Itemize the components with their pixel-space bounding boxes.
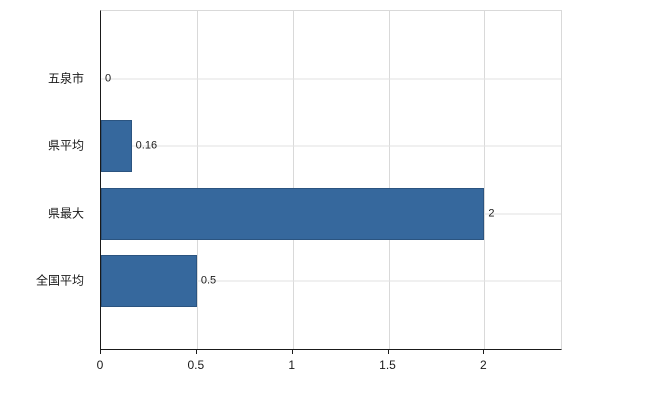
gridline (101, 280, 561, 282)
y-axis-category-labels: 五泉市県平均県最大全国平均 (0, 10, 92, 348)
category-label: 県最大 (47, 206, 84, 221)
value-label: 0.16 (135, 139, 158, 152)
x-axis-tick-label: 0 (96, 358, 104, 372)
x-axis-tick-mark (291, 349, 293, 354)
category-label: 県平均 (47, 138, 84, 153)
category-label: 全国平均 (35, 273, 84, 288)
gridline (101, 145, 561, 147)
gridline (292, 11, 294, 349)
x-axis-tick-label: 1 (288, 358, 295, 372)
x-axis: 0 0.5 1 1.5 2 (96, 349, 560, 389)
x-axis-tick-label: 2 (479, 358, 487, 372)
plot-area: 0 0.16 2 0.5 (100, 10, 562, 350)
value-label: 2 (488, 207, 495, 220)
x-axis-tick-mark (195, 349, 197, 354)
value-label: 0.5 (200, 274, 217, 287)
value-label: 0 (105, 72, 112, 85)
bar (101, 120, 132, 173)
x-axis-tick-label: 0.5 (187, 358, 205, 372)
gridline (101, 78, 561, 80)
bar (101, 255, 197, 308)
gridline (388, 11, 390, 349)
x-axis-tick-mark (483, 349, 485, 354)
gridline (196, 11, 198, 349)
x-axis-tick-mark (387, 349, 389, 354)
gridline (484, 11, 486, 349)
x-axis-tick-mark (100, 349, 101, 354)
category-label: 五泉市 (47, 71, 84, 86)
x-axis-tick-label: 1.5 (379, 358, 396, 372)
bar (101, 187, 485, 240)
